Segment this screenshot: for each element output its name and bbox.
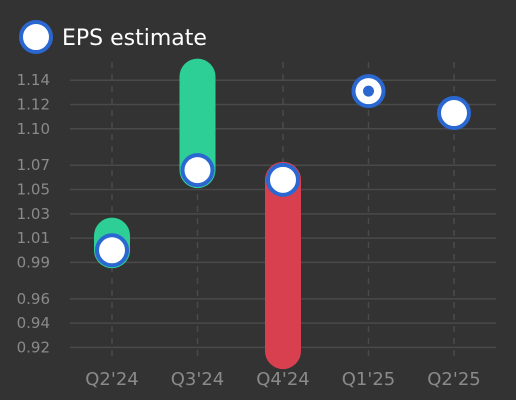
y-tick-label: 0.99 xyxy=(17,253,50,271)
estimate-point[interactable] xyxy=(95,233,129,268)
legend[interactable]: EPS estimate xyxy=(19,20,207,54)
x-tick-label: Q1'25 xyxy=(342,369,395,390)
y-tick-label: 0.96 xyxy=(17,290,50,308)
x-tick-label: Q2'24 xyxy=(85,369,138,390)
x-tick-label: Q3'24 xyxy=(171,369,224,390)
estimate-point-center xyxy=(363,85,374,97)
y-tick-label: 1.05 xyxy=(17,181,50,199)
legend-label: EPS estimate xyxy=(62,26,207,51)
y-tick-label: 1.10 xyxy=(17,120,50,138)
x-tick-label: Q2'25 xyxy=(427,369,480,390)
y-tick-label: 0.92 xyxy=(17,338,50,356)
y-tick-label: 1.01 xyxy=(17,229,50,247)
estimate-markers xyxy=(95,74,471,268)
y-tick-label: 1.07 xyxy=(17,156,50,174)
y-tick-label: 1.12 xyxy=(17,96,50,114)
y-tick-label: 1.03 xyxy=(17,205,50,223)
x-axis-ticks: Q2'24 Q3'24 Q4'24 Q1'25 Q2'25 xyxy=(85,369,480,390)
y-tick-label: 1.14 xyxy=(17,71,50,89)
estimate-point[interactable] xyxy=(180,153,215,188)
estimate-point[interactable] xyxy=(266,162,300,197)
y-axis-ticks: 0.92 0.94 0.96 0.99 1.01 1.03 1.05 1.07 1.10 1.12… xyxy=(17,71,50,356)
y-tick-label: 0.94 xyxy=(17,314,50,332)
x-tick-label: Q4'24 xyxy=(256,369,309,390)
estimate-point[interactable] xyxy=(437,96,471,131)
legend-estimate-marker xyxy=(19,20,53,54)
